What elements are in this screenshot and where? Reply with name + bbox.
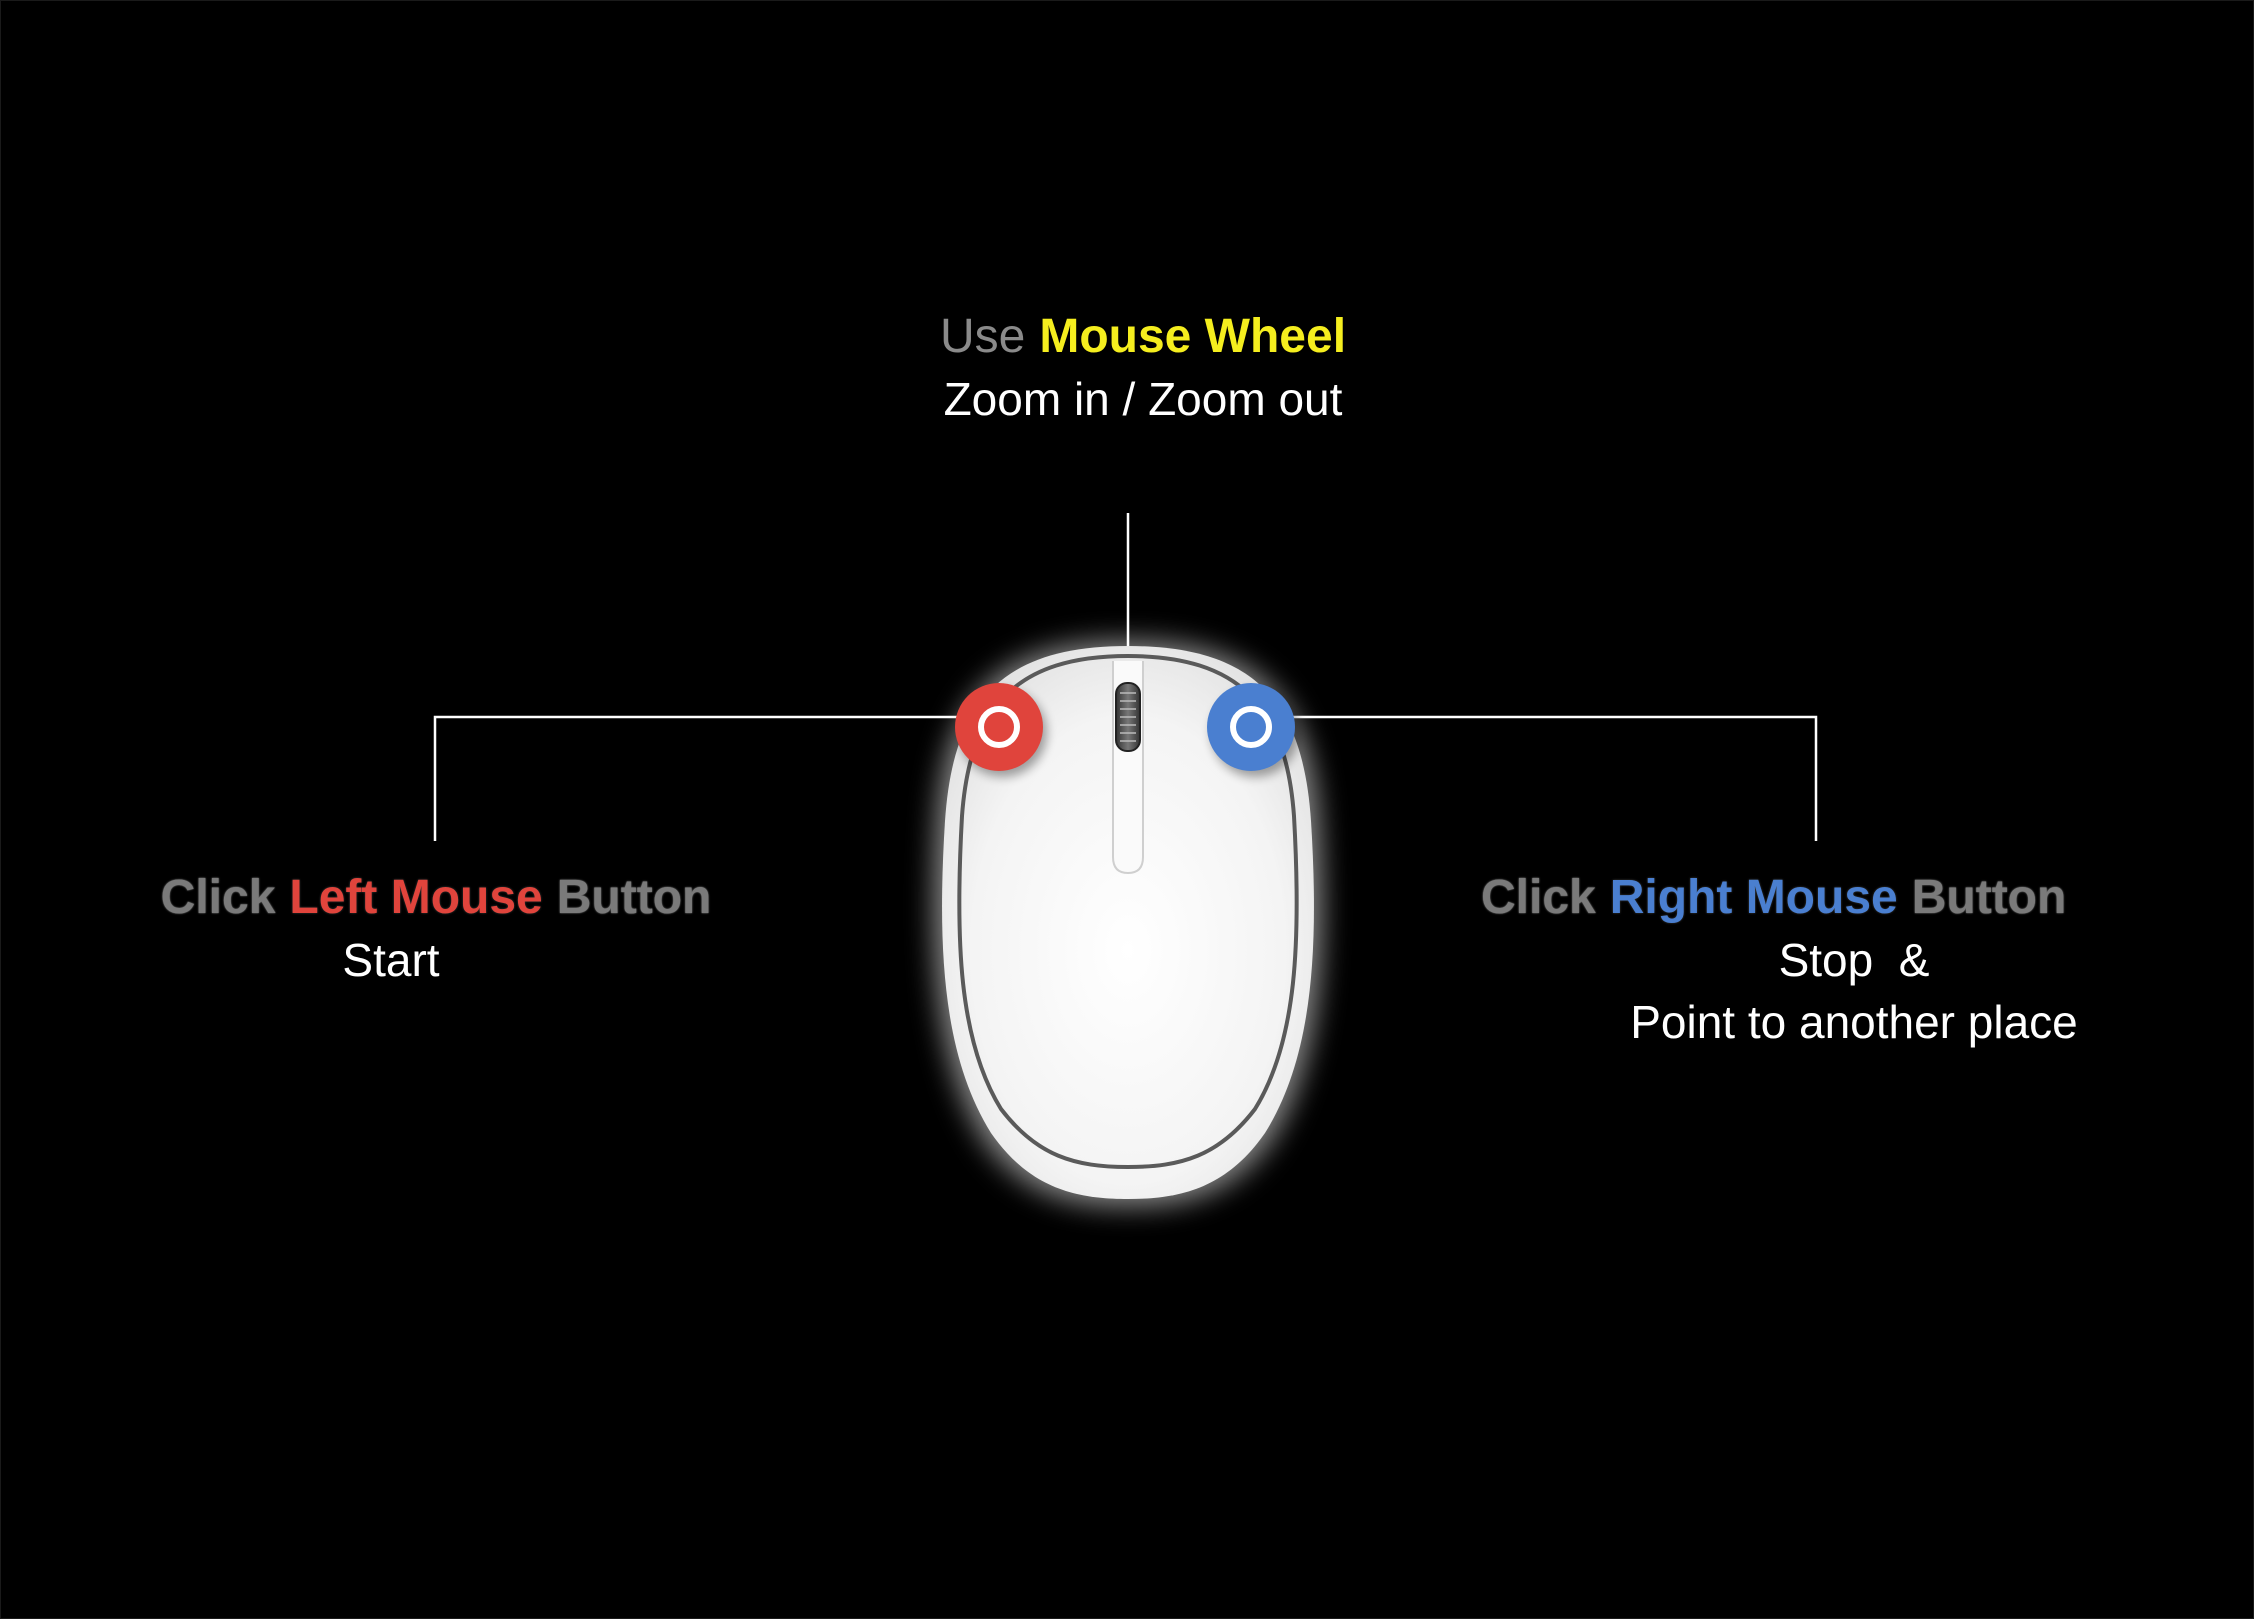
blue-ring-marker-icon xyxy=(1207,683,1299,777)
right-heading-prefix: Click xyxy=(1481,871,1596,924)
scroll-wheel-icon xyxy=(1115,682,1141,752)
left-heading-prefix: Click xyxy=(160,871,276,924)
left-connector-line xyxy=(433,715,963,841)
mouse-outline xyxy=(957,653,1299,1170)
wheel-label: Use Mouse Wheel Zoom in / Zoom out xyxy=(828,306,1458,430)
mouse-body xyxy=(942,646,1314,1199)
left-heading-suffix: Button xyxy=(556,871,712,924)
left-button-label: Click Left Mouse Button Start xyxy=(131,867,741,991)
wheel-heading: Use Mouse Wheel xyxy=(828,306,1458,368)
wheel-heading-accent: Mouse Wheel xyxy=(1039,310,1347,363)
computer-mouse-icon xyxy=(934,641,1322,1206)
wheel-heading-prefix: Use xyxy=(939,310,1026,363)
red-ring-marker-icon xyxy=(955,683,1047,777)
right-connector-line xyxy=(1291,715,1818,841)
right-heading-suffix: Button xyxy=(1911,871,2067,924)
left-button-description: Start xyxy=(342,934,440,986)
right-heading-accent: Right Mouse xyxy=(1609,871,1898,924)
left-heading-accent: Left Mouse xyxy=(289,871,543,924)
right-button-label: Click Right Mouse Button Stop & Point to a… xyxy=(1451,867,2167,1053)
right-button-description-line1: Stop & xyxy=(1778,934,1930,986)
left-button-heading: Click Left Mouse Button xyxy=(131,867,741,929)
right-button-description-line2: Point to another place xyxy=(1630,996,2078,1048)
right-button-heading: Click Right Mouse Button xyxy=(1451,867,2167,929)
wheel-description: Zoom in / Zoom out xyxy=(943,373,1343,425)
